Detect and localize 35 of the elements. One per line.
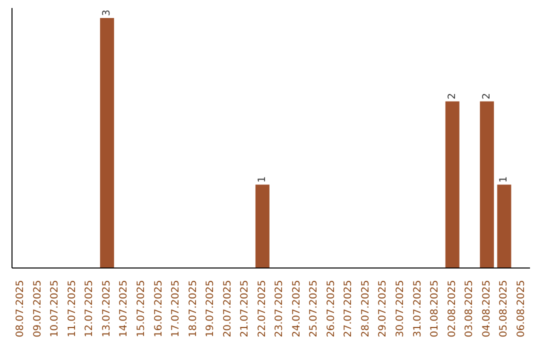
x-tick-label: 27.07.2025: [343, 280, 354, 338]
x-tick-label: 22.07.2025: [256, 280, 268, 338]
x-tick-label: 26.07.2025: [326, 280, 337, 338]
x-tick-label: 24.07.2025: [291, 280, 302, 338]
x-tick-label: 09.07.2025: [32, 280, 44, 338]
x-tick-label: 21.07.2025: [240, 280, 251, 338]
x-tick-label: 25.07.2025: [308, 280, 320, 338]
x-tick-label: 13.07.2025: [101, 280, 112, 338]
x-tick-label: 08.07.2025: [15, 280, 26, 338]
x-tick-label: 17.07.2025: [170, 280, 182, 338]
data-label: 1: [498, 176, 510, 183]
data-label: 3: [102, 10, 113, 16]
x-tick-label: 10.07.2025: [50, 280, 61, 338]
x-tick-label: 11.07.2025: [66, 280, 78, 338]
x-tick-label: 05.08.2025: [498, 280, 510, 338]
x-tick-label: 02.08.2025: [446, 280, 458, 338]
x-tick-label: 12.07.2025: [84, 280, 96, 338]
x-tick-label: 19.07.2025: [205, 280, 216, 338]
x-tick-label: 31.07.2025: [412, 280, 424, 338]
x-tick-label: 23.07.2025: [274, 280, 286, 338]
x-tick-label: 01.08.2025: [430, 280, 441, 338]
x-tick-label: 04.08.2025: [481, 280, 492, 338]
x-tick-label: 03.08.2025: [464, 280, 476, 338]
x-tick-label: 16.07.2025: [153, 280, 164, 338]
x-tick-label: 30.07.2025: [395, 280, 406, 338]
x-tick-label: 14.07.2025: [118, 280, 130, 338]
x-tick-label: 29.07.2025: [378, 280, 389, 338]
data-label: 1: [256, 176, 268, 183]
data-label: 2: [446, 92, 458, 100]
x-tick-label: 20.07.2025: [222, 280, 234, 338]
x-tick-label: 18.07.2025: [188, 280, 199, 338]
x-tick-label: 28.07.2025: [360, 280, 372, 338]
data-label: 2: [481, 92, 492, 100]
x-tick-label: 06.08.2025: [516, 280, 527, 338]
x-tick-label: 15.07.2025: [136, 280, 147, 338]
